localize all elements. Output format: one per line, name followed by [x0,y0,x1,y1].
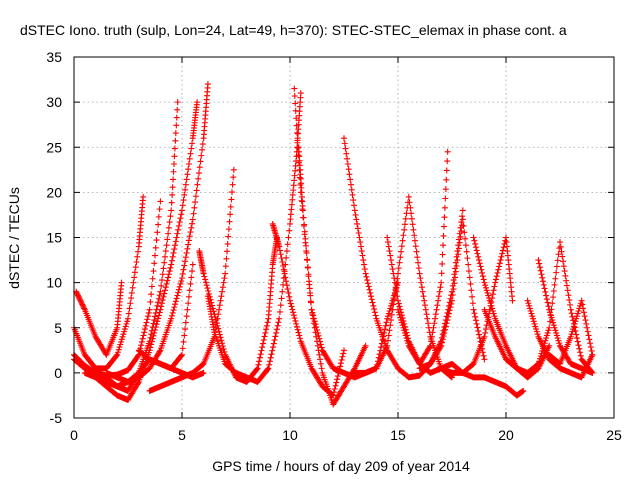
x-tick-label: 5 [178,427,186,443]
series-23 [535,257,596,376]
y-tick-label: 10 [46,275,62,291]
series-17-markers [395,148,451,367]
series-21 [481,239,596,376]
x-tick-label: 20 [498,427,514,443]
x-tick-label: 0 [70,427,78,443]
series-4-markers [73,279,125,358]
y-tick-label: -5 [50,410,63,426]
y-tick-label: 20 [46,184,62,200]
series-4 [73,279,125,358]
y-tick-label: 15 [46,230,62,246]
series-0-markers [71,99,181,394]
series-10 [204,90,304,385]
series-24 [546,297,596,367]
series-24-markers [546,297,596,367]
x-tick-label: 15 [390,427,406,443]
series-9-markers [196,234,281,385]
y-axis-label: dSTEC / TECUs [6,187,22,289]
series-18 [416,216,488,372]
y-tick-label: 30 [46,94,62,110]
y-tick-label: 25 [46,139,62,155]
chart-title: dSTEC Iono. truth (sulp, Lon=24, Lat=49,… [20,22,567,38]
series-9 [196,234,281,385]
series-0 [71,99,181,394]
series-23-markers [535,257,596,376]
x-tick-label: 25 [606,427,622,443]
series-19 [438,234,516,376]
data-points [71,81,596,408]
axis-ticks: 0 5 10 15 20 25 -5 0 5 10 15 20 25 30 35 [46,49,622,443]
series-10-markers [204,90,304,385]
series-18-markers [416,216,488,372]
x-axis-label: GPS time / hours of day 209 of year 2014 [212,458,470,474]
series-17 [395,148,451,367]
series-19-markers [438,234,516,376]
y-tick-label: 5 [54,320,62,336]
y-tick-label: 35 [46,49,62,65]
x-tick-label: 10 [282,427,298,443]
y-tick-label: 0 [54,365,62,381]
series-7-markers [135,261,196,372]
series-21-markers [481,239,596,376]
series-7 [135,261,196,372]
